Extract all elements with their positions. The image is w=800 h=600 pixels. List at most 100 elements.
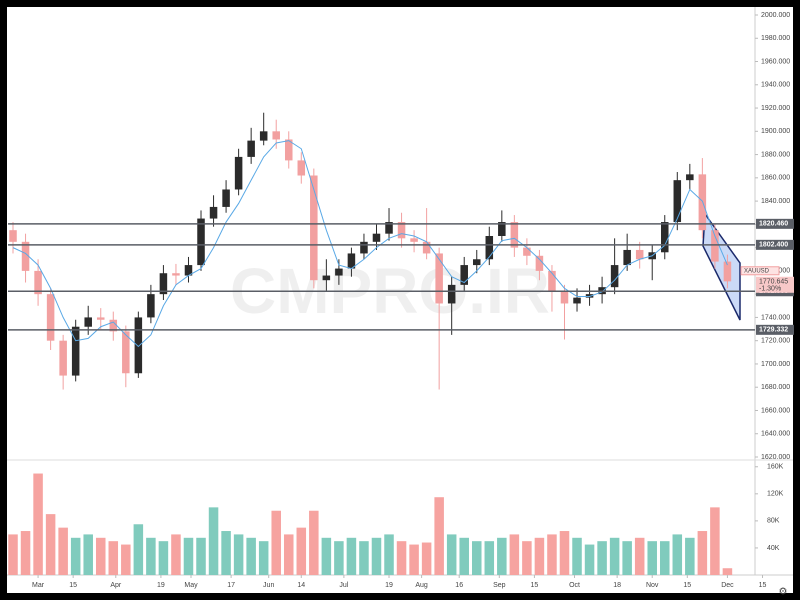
volume-bar [20, 531, 31, 575]
candle-body [460, 265, 468, 285]
settings-icon[interactable]: ⚙ [779, 587, 788, 598]
volume-bar [359, 541, 369, 575]
candle-body [272, 131, 280, 140]
candle-body [422, 241, 431, 254]
volume-bar [8, 534, 18, 575]
volume-bar [258, 541, 269, 575]
x-tick-label: Dec [721, 582, 734, 589]
volume-bar [183, 537, 194, 575]
candle-body [222, 189, 230, 207]
y-tick-label: 1920.000 [761, 105, 790, 112]
volume-bar [221, 531, 231, 575]
y-tick-label: 1680.000 [761, 384, 790, 391]
volume-bar [446, 534, 457, 575]
candle-body [322, 275, 331, 281]
x-tick-label: Jul [339, 582, 348, 589]
candle-body [147, 294, 155, 318]
volume-bar [609, 537, 620, 575]
volume-bar [121, 544, 131, 575]
candle-body [284, 139, 293, 161]
volume-bar [95, 537, 106, 575]
y-tick-label: 1980.000 [761, 35, 790, 42]
candle-body [447, 284, 456, 304]
candle-body [660, 222, 669, 253]
volume-bar [246, 537, 256, 575]
candle-body [71, 326, 80, 376]
candle-body [197, 218, 205, 266]
volume-bar [672, 534, 683, 575]
volume-bar [459, 537, 469, 575]
y-tick-label: 2000.000 [761, 12, 790, 19]
candle-body [435, 253, 443, 304]
y-tick-label: 1660.000 [761, 407, 790, 414]
candle-body [297, 160, 306, 176]
volume-bar [434, 497, 444, 575]
x-tick-label: May [184, 582, 198, 589]
x-tick-label: 15 [683, 582, 691, 589]
candle-body [96, 317, 105, 320]
volume-bar [659, 541, 670, 575]
volume-bar [233, 534, 244, 575]
volume-bar [146, 537, 156, 575]
candle-body [410, 238, 418, 242]
x-tick-label: 17 [227, 582, 235, 589]
candle-body [9, 230, 17, 242]
volume-bar [70, 537, 81, 575]
moving-average [12, 140, 728, 348]
volume-tick-label: 40K [767, 545, 780, 552]
level-label-box [756, 218, 794, 229]
candle-body [397, 222, 406, 239]
last-price-box [756, 276, 794, 293]
level-label-box [756, 324, 794, 335]
volume-bar [384, 534, 394, 575]
candle-body [560, 291, 569, 304]
volume-bar [208, 507, 219, 575]
volume-bar [534, 537, 545, 575]
candle-body [472, 259, 481, 266]
volume-bar [522, 541, 532, 575]
volume-bar [396, 541, 407, 575]
volume-tick-label: 80K [767, 518, 780, 525]
y-tick-label: 1640.000 [761, 431, 790, 438]
volume-bar [371, 537, 382, 575]
candle-body [134, 317, 143, 374]
candle-body [385, 222, 393, 234]
volume-bar [334, 541, 344, 575]
candle-body [360, 241, 368, 254]
candle-body [109, 319, 118, 332]
volume-bar [83, 534, 93, 575]
x-tick-label: Nov [646, 582, 659, 589]
volume-bar [697, 531, 708, 575]
volume-bar [196, 537, 206, 575]
volume-bar [321, 537, 332, 575]
volume-bar [710, 507, 720, 575]
candle-body [335, 268, 343, 276]
candle-body [711, 230, 719, 262]
y-tick-label: 1900.000 [761, 128, 790, 135]
candle-body [21, 241, 30, 271]
y-tick-label: 1720.000 [761, 338, 790, 345]
x-tick-label: 15 [759, 582, 767, 589]
level-label: 1729.332 [759, 327, 788, 334]
y-tick-label: 1860.000 [761, 175, 790, 182]
symbol-box [740, 266, 780, 276]
volume-bar [58, 527, 68, 575]
candle-body [184, 265, 193, 276]
level-label: 1802.400 [759, 242, 788, 249]
volume-bar [647, 541, 657, 575]
volume-bar [722, 568, 733, 575]
candle-body [635, 249, 644, 260]
volume-tick-label: 160K [767, 464, 784, 471]
level-label-box [756, 239, 794, 250]
candle-body [122, 331, 130, 374]
volume-bar [484, 541, 495, 575]
x-tick-label: 15 [69, 582, 77, 589]
candle-body [723, 261, 732, 282]
volume-bar [509, 534, 520, 575]
candle-body [234, 156, 243, 190]
candle-body [209, 206, 218, 219]
candle-body [610, 265, 619, 288]
candle-body [172, 273, 180, 276]
candle-body [59, 340, 67, 376]
